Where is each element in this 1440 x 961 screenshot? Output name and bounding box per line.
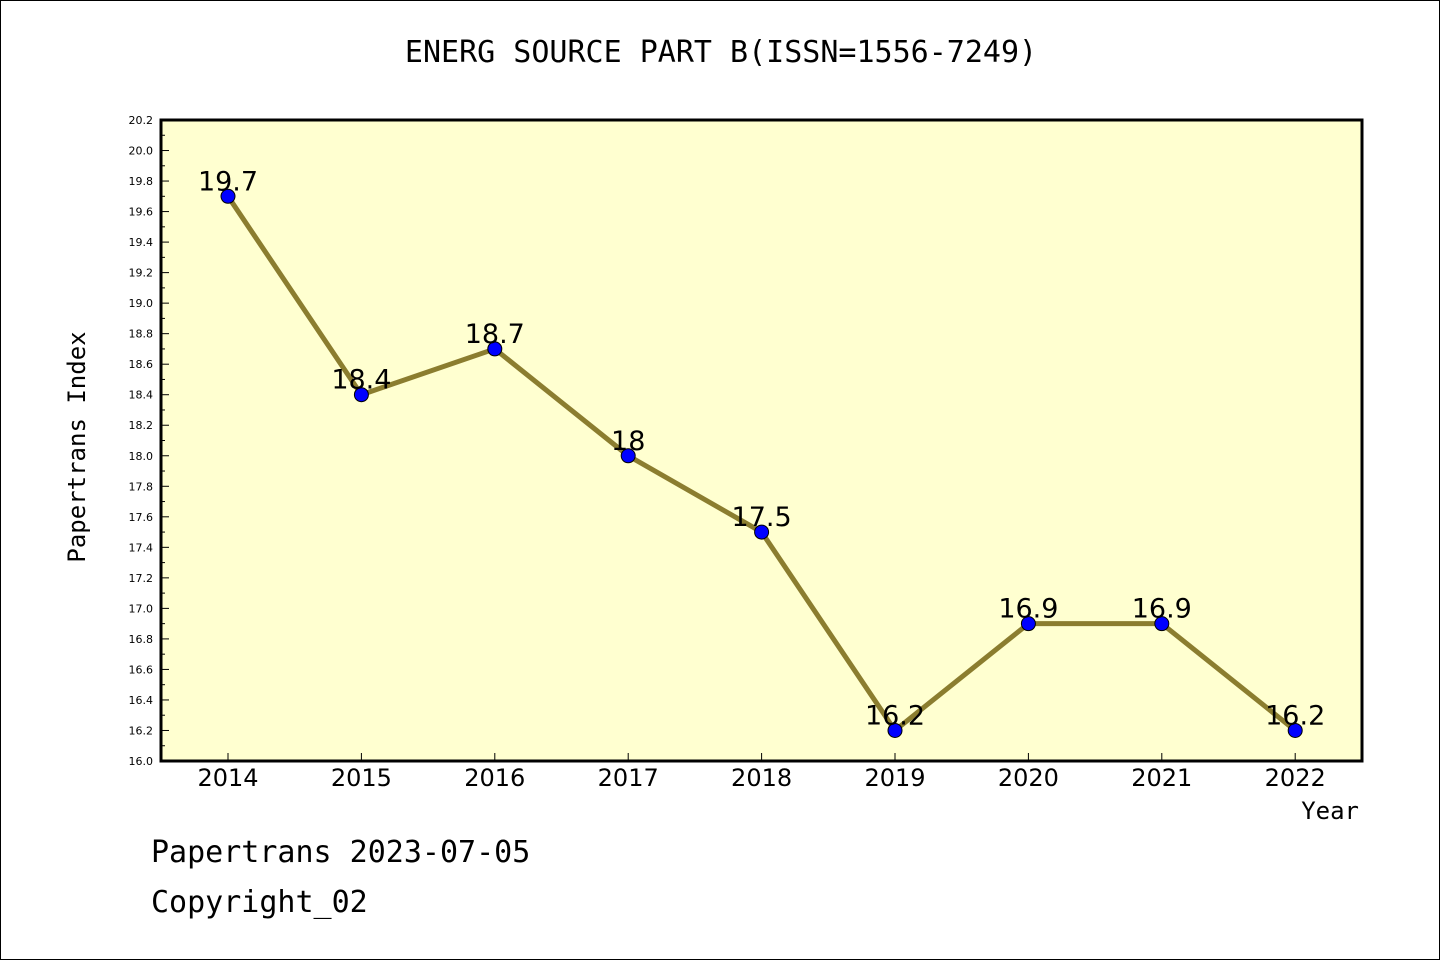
y-tick-label: 16.0: [129, 755, 154, 768]
y-tick-label: 17.4: [129, 541, 154, 554]
x-tick-label: 2020: [998, 764, 1059, 792]
y-tick-label: 19.4: [129, 236, 154, 249]
y-tick-label: 17.0: [129, 602, 154, 615]
y-tick-label: 19.2: [129, 267, 154, 280]
y-tick-label: 18.6: [129, 358, 154, 371]
y-tick-label: 16.6: [129, 663, 154, 676]
data-label: 16.9: [998, 594, 1058, 625]
footer-copyright: Copyright_02: [151, 885, 368, 920]
y-tick-label: 17.6: [129, 511, 154, 524]
data-point: [1154, 616, 1170, 632]
data-point: [220, 188, 236, 204]
y-tick-label: 20.2: [129, 114, 154, 127]
data-point: [887, 722, 903, 738]
plot-area: [161, 120, 1362, 761]
y-tick-label: 19.8: [129, 175, 154, 188]
x-tick-label: 2017: [598, 764, 659, 792]
y-tick-label: 18.2: [129, 419, 154, 432]
x-tick-label: 2014: [197, 764, 258, 792]
y-tick-label: 18.0: [129, 450, 154, 463]
data-point: [1287, 722, 1303, 738]
y-tick-label: 19.6: [129, 206, 154, 219]
y-tick-label: 18.8: [129, 328, 154, 341]
y-tick-label: 16.8: [129, 633, 154, 646]
plot-border: [159, 118, 1364, 763]
x-tick-label: 2018: [731, 764, 792, 792]
chart-title: ENERG SOURCE PART B(ISSN=1556-7249): [404, 35, 1038, 70]
y-tick-label: 17.8: [129, 480, 154, 493]
footer-date-line: Papertrans 2023-07-05: [151, 835, 531, 870]
x-tick-label: 2021: [1131, 764, 1192, 792]
data-point: [353, 387, 369, 403]
y-tick-label: 17.2: [129, 572, 154, 585]
x-tick-label: 2022: [1265, 764, 1326, 792]
data-label: 16.9: [1132, 594, 1192, 625]
data-label: 16.2: [1265, 700, 1325, 731]
y-tick-label: 18.4: [129, 389, 154, 402]
data-point: [620, 448, 636, 464]
x-tick-label: 2016: [464, 764, 525, 792]
data-label: 18: [611, 426, 645, 457]
data-point: [754, 524, 770, 540]
x-axis-label: Year: [1301, 797, 1359, 825]
y-tick-label: 16.2: [129, 724, 154, 737]
data-point: [1020, 616, 1036, 632]
data-label: 18.4: [331, 365, 391, 396]
x-tick-label: 2019: [864, 764, 925, 792]
y-tick-label: 19.0: [129, 297, 154, 310]
x-tick-label: 2015: [331, 764, 392, 792]
data-label: 18.7: [465, 319, 525, 350]
data-label: 17.5: [732, 502, 792, 533]
data-label: 16.2: [865, 700, 925, 731]
y-tick-label: 16.4: [129, 694, 154, 707]
y-tick-label: 20.0: [129, 145, 154, 158]
data-point: [487, 341, 503, 357]
data-label: 19.7: [198, 166, 258, 197]
